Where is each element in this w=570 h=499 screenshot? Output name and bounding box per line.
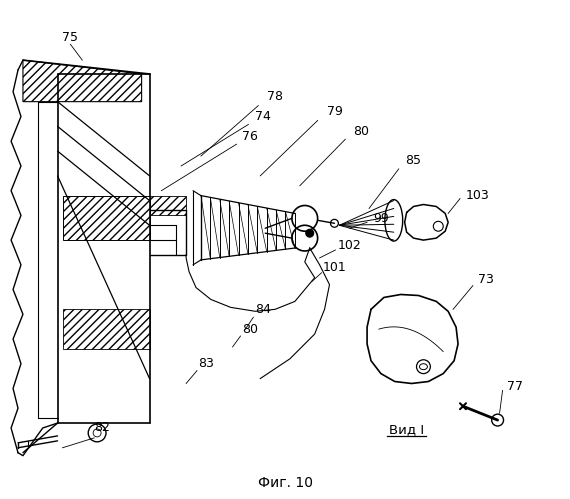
Text: Фиг. 10: Фиг. 10 bbox=[258, 477, 312, 491]
Text: 74: 74 bbox=[255, 110, 271, 123]
Text: 79: 79 bbox=[327, 105, 343, 118]
Text: 78: 78 bbox=[267, 90, 283, 103]
Text: 75: 75 bbox=[63, 31, 79, 44]
Text: 80: 80 bbox=[353, 125, 369, 138]
Text: 76: 76 bbox=[242, 130, 258, 143]
Text: Вид I: Вид I bbox=[389, 424, 424, 437]
Polygon shape bbox=[367, 294, 458, 384]
Text: 82: 82 bbox=[94, 422, 110, 435]
Ellipse shape bbox=[385, 200, 402, 241]
Circle shape bbox=[306, 229, 314, 237]
Text: 83: 83 bbox=[198, 357, 214, 370]
Text: 101: 101 bbox=[323, 261, 347, 274]
Text: 102: 102 bbox=[337, 239, 361, 251]
Text: 73: 73 bbox=[478, 273, 494, 286]
Text: 99: 99 bbox=[373, 212, 389, 225]
Text: 77: 77 bbox=[507, 380, 523, 393]
Polygon shape bbox=[405, 205, 448, 240]
Text: 103: 103 bbox=[466, 189, 490, 202]
Text: 85: 85 bbox=[405, 155, 422, 168]
Text: 80: 80 bbox=[242, 323, 258, 336]
Text: 84: 84 bbox=[255, 303, 271, 316]
